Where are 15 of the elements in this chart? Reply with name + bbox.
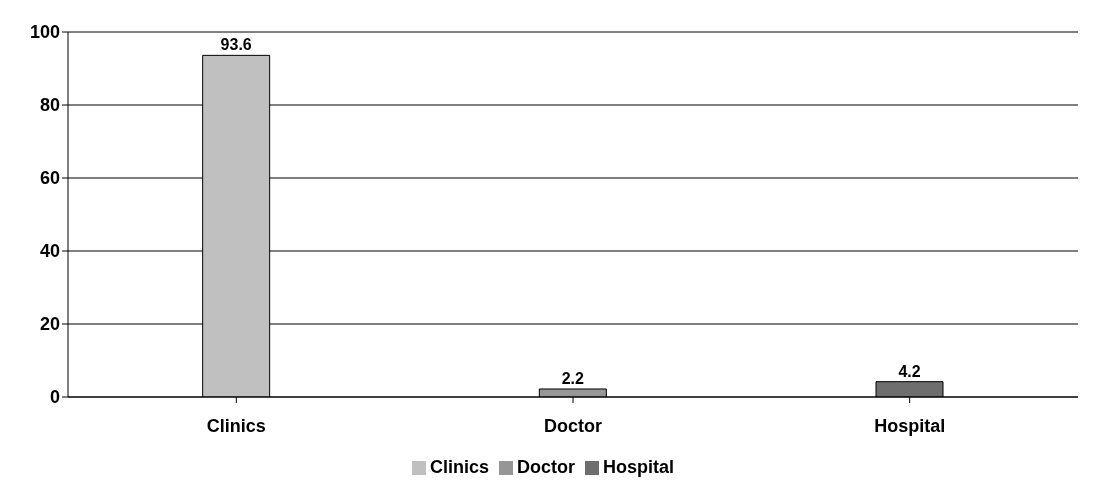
y-tick-label: 0 <box>49 387 60 408</box>
x-tick-label: Hospital <box>874 415 946 436</box>
legend-label: Clinics <box>429 457 489 477</box>
data-label: 2.2 <box>561 369 585 387</box>
legend-label: Hospital <box>603 457 675 477</box>
x-tick-label: Clinics <box>206 415 266 436</box>
y-tick-label: 100 <box>29 22 60 43</box>
data-label: 93.6 <box>220 36 252 54</box>
data-label: 4.2 <box>898 362 921 380</box>
x-tick-label: Doctor <box>544 415 602 436</box>
y-tick-label: 40 <box>39 241 60 262</box>
y-tick-label: 60 <box>39 168 60 189</box>
y-tick-label: 20 <box>39 314 60 335</box>
y-tick-label: 80 <box>39 95 60 116</box>
legend-label: Doctor <box>517 457 575 477</box>
